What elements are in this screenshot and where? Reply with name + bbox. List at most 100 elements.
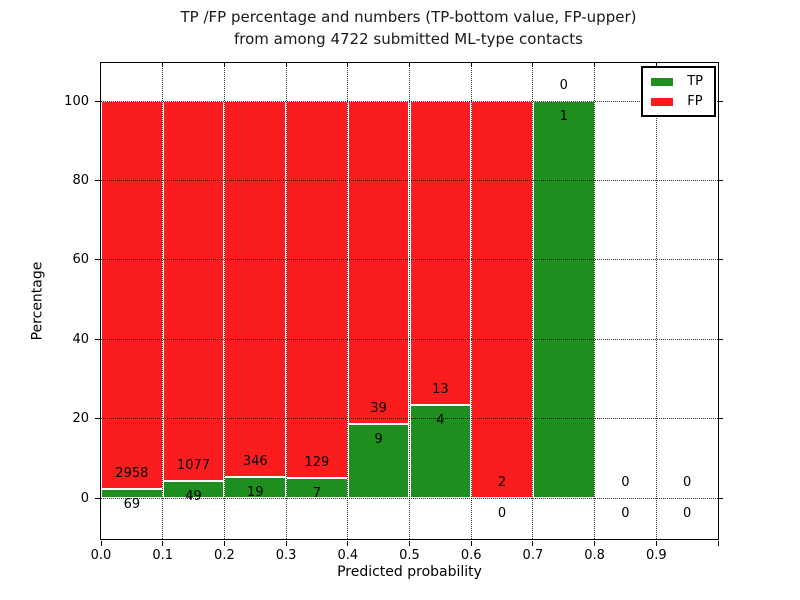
gridline-vertical (470, 63, 472, 539)
y-tick-right (718, 100, 723, 102)
fp-count-label: 2958 (115, 465, 149, 481)
x-tick-bottom (470, 540, 472, 546)
y-axis-title-wrap: Percentage (25, 63, 49, 539)
tp-bar (347, 423, 410, 498)
legend-label-tp: TP (687, 74, 703, 89)
tp-count-label: 9 (374, 431, 383, 447)
y-tick-label: 20 (72, 411, 89, 427)
x-tick-bottom (223, 540, 225, 546)
fp-bar (162, 101, 225, 481)
fp-bar (347, 101, 410, 424)
fp-count-label: 0 (621, 475, 630, 490)
gridline-vertical (223, 63, 225, 539)
tp-count-label: 19 (246, 485, 264, 501)
fp-count-label: 346 (242, 454, 268, 470)
x-tick-bottom (532, 540, 534, 546)
gridline-horizontal (101, 100, 718, 102)
legend-swatch-fp-icon (651, 97, 674, 106)
x-tick-label: 0.6 (460, 548, 482, 563)
gridline-vertical (347, 63, 349, 539)
y-tick-right (718, 418, 723, 420)
x-axis-title: Predicted probability (337, 564, 482, 580)
y-tick-left (94, 418, 100, 420)
x-tick-label: 0.8 (584, 548, 605, 563)
fp-count-label: 129 (304, 454, 330, 470)
legend-item-tp: TP (651, 75, 703, 88)
tp-count-label: 49 (185, 488, 202, 504)
x-tick-bottom (100, 540, 102, 546)
legend-item-fp: FP (651, 95, 703, 108)
x-tick-bottom (347, 540, 349, 546)
fp-count-label: 0 (683, 475, 692, 490)
x-tick-top (409, 63, 410, 67)
y-tick-left (94, 100, 100, 102)
y-tick-left (94, 179, 100, 181)
x-tick-top (347, 63, 349, 67)
gridline-horizontal (101, 259, 718, 261)
fp-count-label: 0 (559, 78, 568, 93)
chart-title-line2: from among 4722 submitted ML-type contac… (234, 30, 583, 48)
y-tick-left (94, 497, 100, 499)
y-axis-title: Percentage (29, 261, 46, 341)
fp-count-label: 39 (370, 400, 387, 416)
tp-count-label: 0 (683, 506, 692, 521)
fp-bar (224, 101, 287, 478)
y-tick-left (94, 338, 100, 340)
gridline-horizontal (101, 338, 718, 340)
x-tick-label: 0.9 (645, 548, 667, 563)
x-tick-label: 0.1 (152, 548, 174, 563)
gridline-vertical (655, 63, 657, 539)
x-tick-top (594, 63, 596, 67)
x-tick-bottom (409, 540, 410, 546)
x-tick-top (162, 63, 164, 67)
tp-count-label: 0 (621, 506, 630, 521)
y-tick-label: 40 (72, 331, 89, 347)
gridline-vertical (285, 63, 287, 539)
y-tick-label: 0 (80, 490, 89, 506)
legend: TP FP (641, 66, 716, 117)
gridline-horizontal (101, 179, 718, 181)
x-tick-label: 0.7 (522, 548, 544, 563)
fp-count-label: 2 (497, 475, 507, 490)
y-tick-left (94, 259, 100, 261)
plot-area: Percentage Predicted probability TP FP 2… (29, 62, 723, 580)
chart-title-line1: TP /FP percentage and numbers (TP-bottom… (180, 8, 637, 26)
chart-title: TP /FP percentage and numbers (TP-bottom… (100, 6, 717, 50)
tp-bar (532, 101, 595, 498)
tp-count-label: 7 (312, 485, 322, 501)
x-tick-bottom (655, 540, 657, 546)
x-tick-bottom (717, 540, 719, 546)
y-tick-label: 100 (64, 93, 89, 109)
x-tick-bottom (594, 540, 596, 546)
y-tick-right (718, 179, 723, 181)
fp-bar (471, 101, 533, 498)
gridline-vertical (409, 63, 410, 539)
tp-count-label: 4 (436, 412, 445, 428)
x-tick-top (223, 63, 225, 67)
gridline-vertical (532, 63, 534, 539)
x-tick-top (470, 63, 472, 67)
x-tick-top (655, 63, 657, 67)
x-tick-bottom (285, 540, 287, 546)
fp-count-label: 1077 (176, 457, 211, 473)
x-tick-label: 0.2 (214, 548, 235, 563)
x-tick-label: 0.0 (90, 548, 112, 563)
x-tick-bottom (162, 540, 164, 546)
legend-label-fp: FP (687, 94, 703, 109)
tp-count-label: 0 (497, 506, 507, 521)
tp-count-label: 1 (559, 109, 568, 124)
fp-bar (101, 101, 163, 489)
x-tick-label: 0.4 (337, 548, 359, 563)
legend-swatch-tp-icon (651, 77, 674, 86)
fp-bar (286, 101, 348, 478)
y-tick-label: 60 (72, 252, 89, 268)
x-tick-top (532, 63, 534, 67)
tp-bar (409, 404, 472, 498)
y-tick-right (718, 259, 723, 261)
fp-count-label: 13 (432, 381, 449, 397)
x-tick-top (285, 63, 287, 67)
x-tick-label: 0.5 (399, 548, 420, 563)
fp-bar (409, 101, 472, 405)
gridline-horizontal (101, 418, 718, 420)
